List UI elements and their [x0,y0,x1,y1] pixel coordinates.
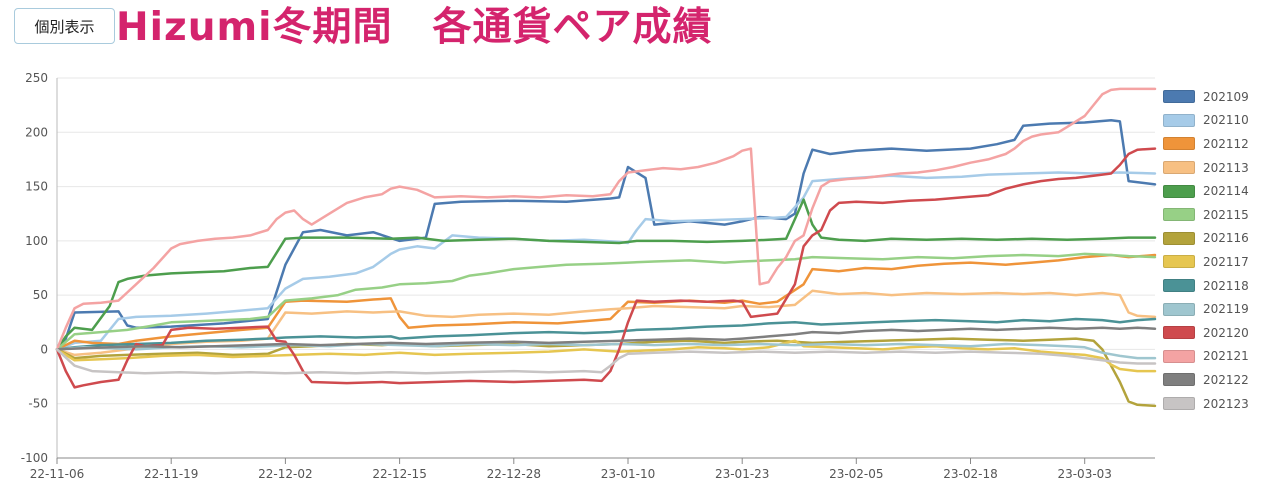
legend-label: 202110 [1203,113,1249,128]
legend-label: 202113 [1203,160,1249,175]
legend-swatch [1163,208,1195,222]
y-tick-label: 150 [25,180,48,194]
legend-item-202120[interactable]: 202120 [1163,321,1281,345]
legend-label: 202114 [1203,184,1249,199]
series-line-202121[interactable] [55,87,1157,351]
series-line-202123[interactable] [55,348,1157,375]
series-line-202116[interactable] [55,337,1157,408]
chart-region: 250 200 150 100 50 0 -50 -100 22-11-06 22-11-19 22… [0,70,1283,499]
legend-swatch [1163,184,1195,198]
series-line-202118[interactable] [55,317,1157,351]
legend-swatch [1163,279,1195,293]
y-tick-label: 0 [40,342,48,356]
y-tick-label: -100 [21,451,48,465]
legend-label: 202120 [1203,325,1249,340]
legend-swatch [1163,397,1195,411]
y-tick-label: 200 [25,125,48,139]
legend-swatch [1163,113,1195,127]
x-tick-label: 23-02-05 [829,467,883,481]
legend-swatch [1163,90,1195,104]
series-line-202109[interactable] [55,119,1157,351]
page-title: Hizumi冬期間 各通貨ペア成績 [116,5,713,50]
legend-swatch [1163,326,1195,340]
legend-label: 202123 [1203,396,1249,411]
legend-swatch [1163,349,1195,363]
chart-legend: 202109 202110 202112 202113 202114 202115 2021… [1163,85,1281,415]
legend-item-202114[interactable]: 202114 [1163,179,1281,203]
x-tick-label: 22-12-28 [487,467,541,481]
series-line-202112[interactable] [55,253,1157,351]
legend-swatch [1163,231,1195,245]
x-tick-label: 23-01-10 [601,467,655,481]
series-line-202122[interactable] [55,326,1157,351]
legend-label: 202109 [1203,89,1249,104]
legend-item-202123[interactable]: 202123 [1163,392,1281,416]
legend-item-202109[interactable]: 202109 [1163,85,1281,109]
legend-label: 202118 [1203,278,1249,293]
x-tick-label: 22-11-06 [30,467,84,481]
legend-label: 202121 [1203,349,1249,364]
legend-swatch [1163,137,1195,151]
legend-item-202119[interactable]: 202119 [1163,297,1281,321]
legend-label: 202117 [1203,254,1249,269]
legend-item-202122[interactable]: 202122 [1163,368,1281,392]
legend-swatch [1163,373,1195,387]
series-line-202115[interactable] [55,252,1157,351]
legend-item-202116[interactable]: 202116 [1163,227,1281,251]
x-tick-label: 23-03-03 [1057,467,1111,481]
series-line-202117[interactable] [55,339,1157,373]
x-tick-label: 22-12-15 [372,467,426,481]
legend-item-202118[interactable]: 202118 [1163,274,1281,298]
legend-label: 202116 [1203,231,1249,246]
legend-item-202121[interactable]: 202121 [1163,345,1281,369]
x-tick-label: 23-02-18 [943,467,997,481]
x-tick-label: 22-12-02 [258,467,312,481]
legend-item-202115[interactable]: 202115 [1163,203,1281,227]
chart-canvas[interactable]: 250 200 150 100 50 0 -50 -100 22-11-06 22-11-19 22… [0,70,1160,499]
top-bar: 個別表示 Hizumi冬期間 各通貨ペア成績 [0,0,1283,70]
legend-item-202112[interactable]: 202112 [1163,132,1281,156]
y-tick-label: 50 [33,288,48,302]
legend-label: 202122 [1203,372,1249,387]
y-tick-label: -50 [28,397,48,411]
legend-swatch [1163,161,1195,175]
legend-swatch [1163,302,1195,316]
y-tick-label: 250 [25,71,48,85]
legend-label: 202115 [1203,207,1249,222]
legend-label: 202119 [1203,302,1249,317]
legend-item-202113[interactable]: 202113 [1163,156,1281,180]
x-tick-label: 23-01-23 [715,467,769,481]
legend-swatch [1163,255,1195,269]
series-line-202119[interactable] [55,342,1157,360]
individual-view-button[interactable]: 個別表示 [14,8,115,44]
series-line-202114[interactable] [55,198,1157,351]
legend-item-202110[interactable]: 202110 [1163,109,1281,133]
legend-item-202117[interactable]: 202117 [1163,250,1281,274]
y-tick-label: 100 [25,234,48,248]
legend-label: 202112 [1203,136,1249,151]
series-line-202120[interactable] [55,147,1157,389]
x-tick-label: 22-11-19 [144,467,198,481]
